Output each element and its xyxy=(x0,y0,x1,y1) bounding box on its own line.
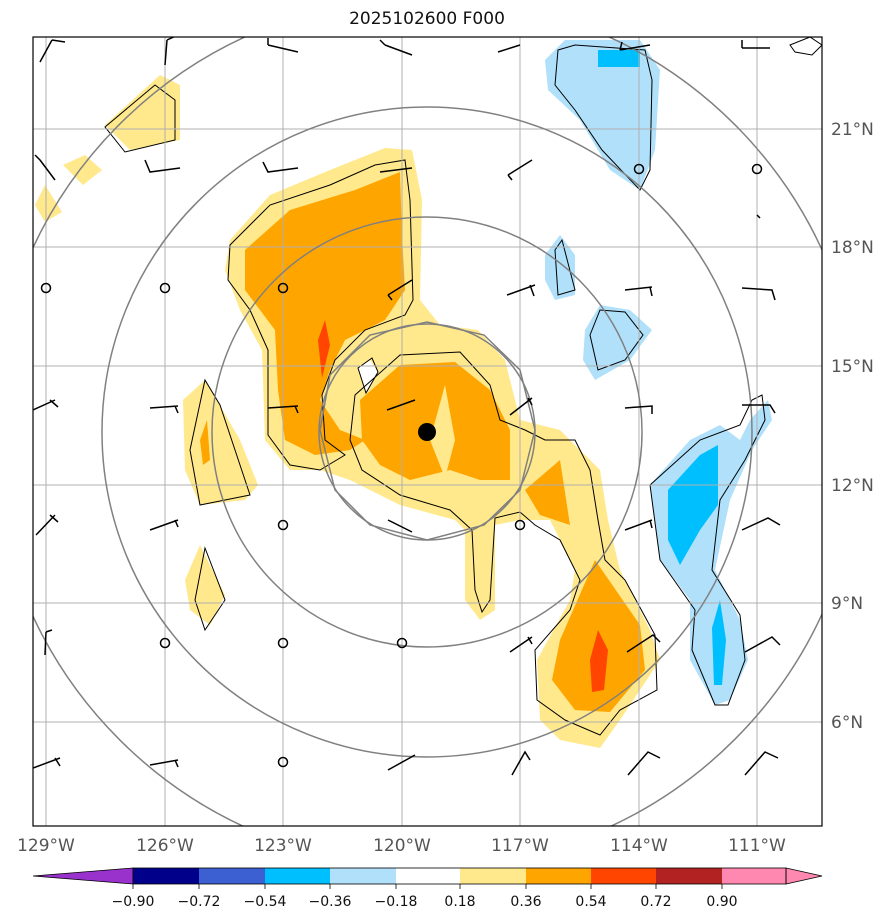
wind-barbs xyxy=(33,37,781,776)
colorbar-bin xyxy=(722,868,786,884)
field-positive-0.54 xyxy=(318,320,608,692)
colorbar-bin xyxy=(591,868,656,884)
colorbar-label: −0.36 xyxy=(309,894,352,910)
colorbar-label: −0.18 xyxy=(375,894,418,910)
lon-tick-label: 126°W xyxy=(136,836,194,856)
lon-tick-label: 114°W xyxy=(610,836,668,856)
colorbar-bin xyxy=(199,868,265,884)
lon-tick-label: 129°W xyxy=(17,836,75,856)
colorbar-label: −0.54 xyxy=(244,894,287,910)
colorbar-label: 0.90 xyxy=(706,894,737,910)
colorbar-label: 0.36 xyxy=(510,894,541,910)
lat-axis: 21°N 18°N 15°N 12°N 9°N 6°N xyxy=(831,120,874,733)
colorbar-bin xyxy=(396,868,460,884)
lat-tick-label: 6°N xyxy=(831,713,863,733)
calm-wind-markers xyxy=(40,163,763,768)
lon-tick-label: 111°W xyxy=(728,836,786,856)
storm-center-marker xyxy=(418,423,436,441)
range-rings xyxy=(33,37,822,826)
lon-tick-label: 117°W xyxy=(491,836,549,856)
lon-tick-label: 123°W xyxy=(254,836,312,856)
colorbar-bin xyxy=(526,868,591,884)
field-negative-0.36 xyxy=(598,50,726,685)
colorbar-label: −0.90 xyxy=(112,894,155,910)
lat-tick-label: 9°N xyxy=(831,594,863,614)
colorbar-label: 0.72 xyxy=(640,894,671,910)
colorbar-extend-high xyxy=(785,867,823,885)
colorbar-bin xyxy=(460,868,526,884)
field-center-dip xyxy=(430,385,455,478)
field-hole xyxy=(358,360,378,393)
lat-tick-label: 21°N xyxy=(831,120,874,140)
colorbar-bin xyxy=(330,868,396,884)
map-border xyxy=(32,36,823,827)
colorbar-bin xyxy=(133,868,199,884)
colorbar: −0.90 −0.72 −0.54 −0.36 −0.18 0.18 0.36 … xyxy=(32,867,823,910)
colorbar-label: −0.72 xyxy=(178,894,221,910)
colorbar-label: 0.18 xyxy=(444,894,475,910)
lat-tick-label: 15°N xyxy=(831,357,874,377)
colorbar-frame xyxy=(132,867,787,885)
lon-axis: 129°W 126°W 123°W 120°W 117°W 114°W 111°… xyxy=(17,836,786,856)
colorbar-bin xyxy=(656,868,722,884)
colorbar-bin xyxy=(265,868,330,884)
lat-tick-label: 12°N xyxy=(831,476,874,496)
colorbar-label: 0.54 xyxy=(575,894,606,910)
lon-tick-label: 120°W xyxy=(373,836,431,856)
map-title: 2025102600 F000 xyxy=(349,9,505,29)
colorbar-extend-low xyxy=(32,867,134,885)
lat-tick-label: 18°N xyxy=(831,238,874,258)
